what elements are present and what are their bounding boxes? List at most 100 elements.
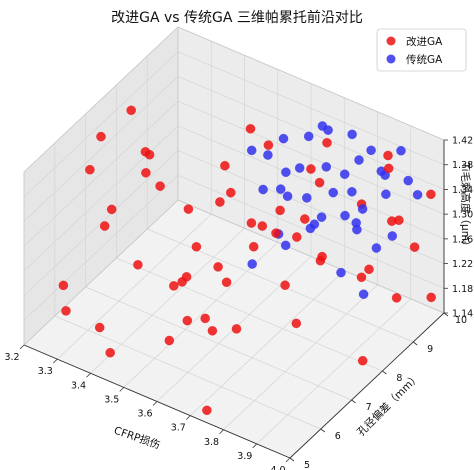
floor-grid-x [256,298,411,445]
improved-ga-point [248,241,259,252]
x-tick-mark [285,457,291,463]
improved-ga-point [94,322,105,333]
traditional-ga-point [366,145,376,156]
floor-grid-x [223,284,378,431]
traditional-ga-point [357,204,368,214]
x-tick-mark [219,429,224,435]
pane-edge [177,26,445,141]
improved-ga-point [164,335,175,346]
traditional-ga-point [281,167,291,178]
improved-ga-point [99,221,110,231]
improved-ga-point [291,232,302,242]
improved-ga-point [322,137,332,148]
traditional-ga-point [280,240,291,251]
z-tick-label: 1.18 [452,284,473,295]
side-grid-z [23,125,179,272]
improved-ga-point [357,355,368,366]
improved-ga-point [315,255,326,266]
x-tick-mark [19,344,25,350]
legend-label-traditional: 传统GA [406,53,443,66]
legend-box [376,28,467,72]
improved-ga-point [225,187,236,198]
z-tick-label: 1.38 [452,160,473,171]
improved-ga-point [61,306,71,316]
traditional-ga-point [301,193,312,203]
traditional-ga-point [339,169,350,180]
traditional-ga-point [403,175,414,186]
x-tick-label: 4.0 [270,465,285,470]
z-tick-label: 1.14 [452,309,473,320]
improved-ga-point [364,264,374,275]
improved-ga-point [85,164,95,175]
improved-ga-point [182,315,193,326]
chart-title: 改进GA vs 传统GA 三维帕累托前沿对比 [111,9,363,26]
x-tick-label: 3.3 [38,366,53,377]
improved-ga-point [155,181,165,191]
side-grid-z [23,100,179,247]
z-axis-label: Ti毛刺高度（μm） [459,162,472,252]
y-tick-label: 8 [396,373,402,384]
z-tick-label: 1.42 [452,136,473,147]
improved-ga-point [177,277,187,287]
traditional-ga-point [347,186,357,197]
improved-ga-point [202,405,212,416]
x-tick-label: 3.6 [137,409,152,420]
improved-ga-point [245,123,256,134]
x-tick-label: 3.5 [104,394,119,405]
improved-ga-point [314,177,325,188]
improved-ga-point [394,215,404,226]
floor-grid-y [147,228,414,343]
improved-ga-point [105,347,116,358]
improved-ga-point [200,313,211,324]
improved-ga-point [246,218,257,228]
floor-grid-y [54,315,321,430]
y-tick-mark [412,341,418,346]
traditional-ga-point [352,224,362,235]
improved-ga-point [133,259,143,270]
z-tick-label: 1.26 [452,234,473,245]
traditional-ga-point [347,129,357,140]
floor-grid-x [57,213,212,360]
traditional-ga-point [275,184,286,194]
improved-ga-point [191,241,202,252]
x-tick-label: 3.8 [204,437,219,448]
legend-marker-traditional [386,54,396,64]
traditional-ga-point [303,131,314,142]
improved-ga-point [426,189,436,200]
improved-ga-point [383,163,394,174]
improved-ga-point [426,292,437,303]
z-tick-label: 1.30 [452,210,473,221]
improved-ga-point [257,221,268,231]
traditional-ga-point [263,150,273,160]
y-tick-mark [289,457,295,462]
y-tick-label: 9 [427,344,433,355]
x-tick-label: 3.7 [171,423,186,434]
traditional-ga-point [258,184,268,195]
y-axis-line [289,312,445,459]
z-tick-label: 1.22 [452,259,473,270]
traditional-ga-point [247,259,258,269]
improved-ga-point [271,228,281,238]
x-tick-mark [86,372,91,378]
x-axis-label: CFRP损伤 [112,424,162,452]
traditional-ga-point [294,163,305,173]
x-tick-mark [52,358,58,364]
traditional-ga-point [316,212,327,222]
improved-ga-point [299,214,310,224]
x-tick-mark [119,387,125,392]
improved-ga-point [291,318,302,329]
improved-ga-point [207,325,218,336]
traditional-ga-point [328,187,339,198]
improved-ga-point [275,205,285,216]
traditional-ga-point [371,243,382,253]
traditional-ga-point [317,121,328,131]
improved-ga-point [221,277,232,288]
y-tick-mark [443,312,449,317]
back-grid-z [177,100,445,215]
pane-edge [23,199,179,346]
legend: 改进GA 传统GA [376,28,467,72]
traditional-ga-point [246,145,257,156]
z-tick-label: 1.34 [452,185,473,196]
x-tick-mark [185,415,191,420]
